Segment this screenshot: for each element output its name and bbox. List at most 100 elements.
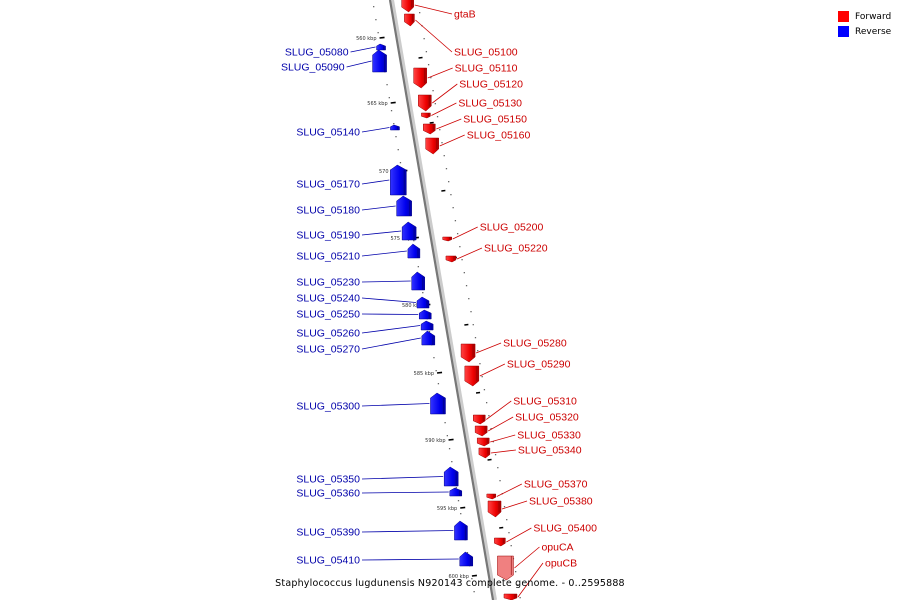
tick-label: 595 kbp [437, 506, 457, 512]
gene-slug-05190 [401, 221, 417, 241]
tick-mark [487, 458, 492, 461]
tick-mark [436, 371, 443, 374]
gene-slug-05280 [460, 343, 476, 363]
gene-label-slug-05270: SLUG_05270 [296, 344, 360, 356]
sequence-dot [441, 142, 443, 144]
sequence-dot [503, 506, 506, 508]
tick-label: 560 kbp [356, 36, 376, 42]
tick-label: 585 kbp [414, 371, 434, 377]
gene-slug-05120 [418, 94, 432, 112]
sequence-dot [460, 513, 462, 515]
tick-mark [390, 101, 396, 104]
gene-slug-05340 [478, 447, 491, 459]
gene-leader-line [431, 102, 457, 116]
gene-leader-line [439, 134, 465, 147]
gene-label-slug-05170: SLUG_05170 [296, 179, 360, 191]
sequence-dot [445, 168, 448, 170]
gene-leader-line [415, 19, 453, 53]
gene-label-slug-05120: SLUG_05120 [459, 79, 523, 91]
sequence-dot [397, 149, 399, 151]
gene-label-slug-05260: SLUG_05260 [296, 328, 360, 340]
gene-slug-05320 [474, 425, 488, 437]
sequence-dot [456, 233, 459, 235]
gene-slug-05260 [420, 320, 434, 331]
gene-label-slug-05350: SLUG_05350 [296, 474, 360, 486]
gene-leader-line [361, 280, 411, 283]
sequence-dot [448, 448, 451, 450]
gene-leader-line [432, 83, 458, 104]
gene-label-slug-05340: SLUG_05340 [518, 445, 582, 457]
sequence-dot [466, 552, 469, 554]
gene-label-slug-05110: SLUG_05110 [455, 63, 518, 75]
gene-label-opuca: opuCA [541, 542, 573, 554]
gene-leader-line [361, 205, 396, 211]
gene-leader-line [361, 491, 449, 494]
gene-label-slug-05160: SLUG_05160 [467, 130, 531, 142]
sequence-dot [473, 591, 475, 593]
sequence-dot [386, 84, 388, 86]
gene-leader-line [501, 500, 528, 510]
gene-label-opucb: opuCB [545, 558, 577, 570]
gene-leader-line [490, 449, 516, 454]
sequence-dot [446, 435, 448, 437]
sequence-dot [470, 311, 472, 313]
gene-label-slug-05240: SLUG_05240 [296, 293, 360, 305]
sequence-dot [481, 376, 483, 378]
gene-leader-line [436, 118, 462, 130]
gene-leader-line [361, 476, 444, 480]
gene-slug-05150 [423, 123, 436, 135]
tick-mark [379, 36, 385, 39]
gene-slug-05300 [430, 392, 446, 415]
sequence-dot [497, 467, 499, 469]
gene-label-slug-05310: SLUG_05310 [513, 396, 577, 408]
sequence-dot [499, 480, 501, 482]
tick-mark [475, 391, 481, 394]
sequence-dot [395, 136, 397, 138]
sequence-dot [373, 6, 375, 8]
tick-label: 575 kbp [390, 236, 410, 242]
gene-label-slug-05380: SLUG_05380 [529, 496, 593, 508]
sequence-dot [519, 597, 521, 599]
tick-label: 590 kbp [425, 438, 445, 444]
sequence-dot [425, 51, 428, 53]
gene-slug-05390 [454, 520, 468, 541]
gene-slug-05090 [372, 49, 387, 73]
tick-label: 600 kbp [449, 574, 469, 580]
gene-slug-05380 [487, 500, 502, 518]
sequence-dot [506, 519, 508, 521]
gene-slug-05230 [411, 271, 425, 291]
sequence-dot [510, 545, 512, 547]
sequence-dot [399, 162, 402, 164]
sequence-dot [444, 422, 446, 424]
gene-leader-line [361, 403, 430, 407]
gene-leader-line [361, 127, 390, 133]
sequence-dot [517, 584, 519, 586]
gene-leader-line [361, 530, 454, 533]
legend-reverse-label: Reverse [855, 26, 892, 37]
sequence-dot [494, 454, 497, 456]
gene-slug-05100 [404, 13, 415, 27]
gene-label-slug-05300: SLUG_05300 [296, 401, 360, 413]
gene-slug-05140 [390, 124, 400, 131]
sequence-dot [488, 415, 490, 417]
tick-mark [429, 121, 434, 124]
gene-label-gtab: gtaB [454, 9, 476, 21]
gene-slug-05080 [376, 43, 386, 51]
legend-forward-label: Forward [855, 11, 892, 22]
sequence-dot [428, 331, 431, 333]
gene-leader-line [361, 337, 421, 350]
sequence-dot [422, 292, 424, 294]
gene-label-slug-05130: SLUG_05130 [458, 98, 522, 110]
gene-label-slug-05140: SLUG_05140 [296, 127, 360, 139]
gene-label-slug-05220: SLUG_05220 [484, 243, 548, 255]
gene-label-slug-05400: SLUG_05400 [533, 523, 597, 535]
sequence-dot [483, 389, 486, 391]
sequence-dot [434, 103, 436, 105]
gene-leader-line [506, 527, 532, 543]
gene-label-slug-05280: SLUG_05280 [503, 338, 567, 350]
gene-slug-05250 [418, 309, 432, 320]
gene-slug-05290 [464, 365, 480, 387]
gene-slug-05110 [413, 67, 427, 89]
sequence-dot [451, 461, 453, 463]
gene-slug-05360 [449, 487, 463, 497]
